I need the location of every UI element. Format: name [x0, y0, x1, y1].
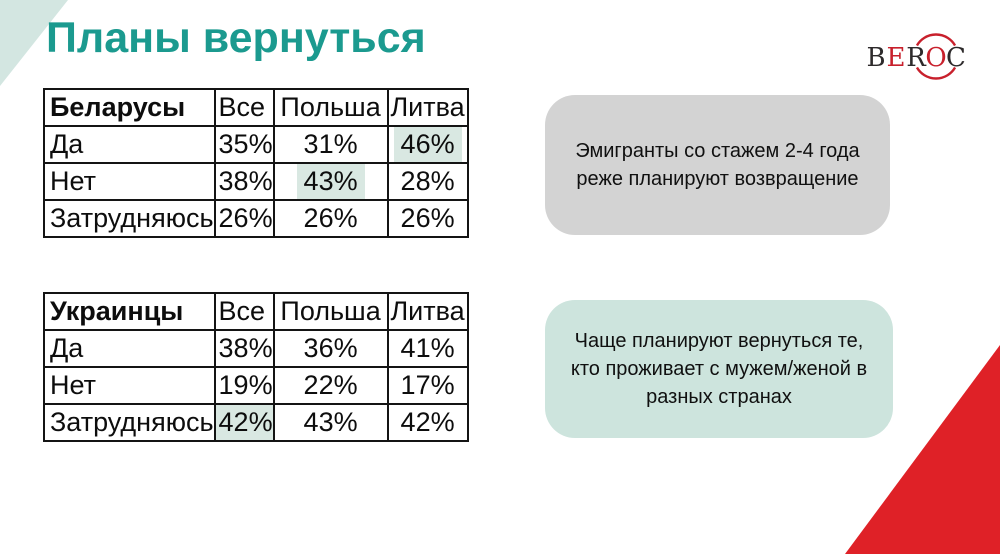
value-cell: 41%	[386, 329, 469, 368]
cell-value: 42%	[400, 407, 455, 437]
cell-value: 43%	[303, 407, 358, 437]
logo-letter-c: C	[946, 43, 966, 73]
cell-value: 22%	[303, 370, 358, 400]
value-cell: 36%	[272, 329, 389, 368]
column-header: Литва	[386, 88, 469, 127]
cell-value: 36%	[303, 333, 358, 363]
value-cell: 35%	[213, 125, 275, 164]
table-row: Нет 19% 22% 17%	[43, 366, 469, 405]
callout-spouses-countries: Чаще планируют вернуться те, кто прожива…	[545, 300, 893, 438]
cell-value: 17%	[400, 370, 455, 400]
column-header: Беларусы	[43, 88, 216, 127]
value-cell: 19%	[213, 366, 275, 405]
column-header: Украинцы	[43, 292, 216, 331]
cell-value: 31%	[303, 129, 358, 159]
table-header-row: Украинцы Все Польша Литва	[43, 292, 469, 331]
callout-line: разных странах	[646, 386, 792, 408]
column-header: Польша	[272, 292, 389, 331]
column-header: Все	[213, 292, 275, 331]
row-label: Да	[43, 329, 216, 368]
belarusians-table: Беларусы Все Польша Литва Да 35% 31% 46%…	[43, 88, 469, 238]
logo-letter-b: B	[866, 43, 885, 73]
table-row: Затрудняюсь 42% 43% 42%	[43, 403, 469, 442]
logo-letter-e: E	[887, 43, 906, 73]
logo-letter-o: O	[925, 43, 946, 73]
value-cell: 26%	[272, 199, 389, 238]
row-label: Затрудняюсь	[43, 403, 216, 442]
callout-line: кто проживает с мужем/женой в	[570, 358, 868, 380]
cell-value: 26%	[400, 203, 455, 233]
row-label: Нет	[43, 366, 216, 405]
value-cell: 38%	[213, 162, 275, 201]
value-cell-highlighted: 43%	[272, 162, 389, 201]
table-row: Затрудняюсь 26% 26% 26%	[43, 199, 469, 238]
ukrainians-table: Украинцы Все Польша Литва Да 38% 36% 41%…	[43, 292, 469, 442]
cell-value: 26%	[303, 203, 358, 233]
cell-value-highlight: 43%	[296, 164, 365, 198]
table-row: Да 35% 31% 46%	[43, 125, 469, 164]
column-header: Литва	[386, 292, 469, 331]
logo-letter-r: R	[906, 43, 927, 73]
beroc-logo: B E R O C	[866, 33, 966, 80]
value-cell: 31%	[272, 125, 389, 164]
value-cell-highlighted: 46%	[386, 125, 469, 164]
cell-value: 41%	[400, 333, 455, 363]
value-cell: 26%	[213, 199, 275, 238]
value-cell: 22%	[272, 366, 389, 405]
page-title: Планы вернуться	[46, 14, 426, 62]
value-cell: 26%	[386, 199, 469, 238]
callout-line: Эмигранты со стажем 2-4 года	[575, 140, 860, 162]
callout-line: Чаще планируют вернуться те,	[574, 330, 864, 352]
callout-emigrants-tenure: Эмигранты со стажем 2-4 года реже планир…	[545, 95, 890, 235]
callout-line: реже планируют возвращение	[576, 168, 859, 190]
value-cell: 17%	[386, 366, 469, 405]
logo-arc-top	[915, 33, 957, 47]
table-header-row: Беларусы Все Польша Литва	[43, 88, 469, 127]
column-header: Все	[213, 88, 275, 127]
cell-value-highlight: 46%	[393, 128, 462, 161]
value-cell-highlighted: 42%	[213, 403, 275, 442]
column-header: Польша	[272, 88, 389, 127]
value-cell: 42%	[386, 403, 469, 442]
value-cell: 38%	[213, 329, 275, 368]
table-row: Да 38% 36% 41%	[43, 329, 469, 368]
row-label: Да	[43, 125, 216, 164]
value-cell: 43%	[272, 403, 389, 442]
logo-arc-bottom	[915, 66, 957, 80]
row-label: Нет	[43, 162, 216, 201]
row-label: Затрудняюсь	[43, 199, 216, 238]
table-row: Нет 38% 43% 28%	[43, 162, 469, 201]
cell-value: 28%	[400, 166, 455, 196]
value-cell: 28%	[386, 162, 469, 201]
